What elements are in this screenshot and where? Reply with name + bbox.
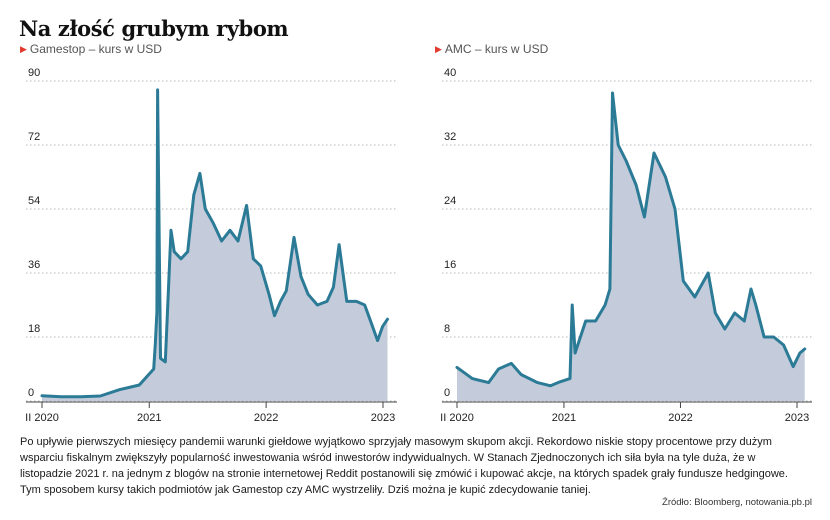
y-tick-label: 36 (28, 259, 40, 271)
price-area (42, 89, 388, 402)
gamestop-subtitle-text: Gamestop – kurs w USD (29, 42, 162, 56)
price-area (457, 93, 805, 401)
y-tick-label: 90 (28, 67, 40, 79)
gamestop-chart: 0 18 36 54 72 90 II 2020 2021 2022 2023 (25, 67, 397, 424)
triangle-marker-icon: ▶ (435, 43, 442, 54)
x-tick-label: 2021 (137, 412, 161, 424)
description-text: Po upływie pierwszych miesięcy pandemii … (20, 436, 788, 496)
amc-subtitle: ▶ AMC – kurs w USD (435, 42, 548, 56)
x-tick-label: 2023 (785, 412, 809, 424)
triangle-marker-icon: ▶ (20, 43, 27, 54)
chart-title: Na złość grubym rybom (19, 16, 289, 41)
y-tick-label: 18 (28, 323, 40, 335)
price-line (40, 88, 389, 399)
amc-chart: 0 8 16 24 32 40 II 2020 2021 2022 2023 (440, 67, 812, 424)
gamestop-subtitle: ▶ Gamestop – kurs w USD (20, 42, 162, 56)
y-tick-label: 72 (28, 131, 40, 143)
y-tick-label: 0 (28, 387, 34, 399)
y-tick-label: 0 (444, 387, 450, 399)
x-tick-label: II 2020 (25, 412, 59, 424)
y-tick-label: 40 (444, 67, 456, 79)
y-tick-label: 16 (444, 259, 456, 271)
source-note: Źródło: Bloomberg, notowania.pb.pl (662, 497, 812, 508)
y-tick-label: 54 (28, 195, 40, 207)
x-tick-label: 2022 (254, 412, 278, 424)
x-tick-label: 2021 (552, 412, 576, 424)
y-tick-label: 8 (444, 323, 450, 335)
y-tick-label: 32 (444, 131, 456, 143)
x-tick-label: II 2020 (440, 412, 474, 424)
y-tick-label: 24 (444, 195, 456, 207)
amc-subtitle-text: AMC – kurs w USD (444, 42, 549, 56)
x-tick-label: 2023 (371, 412, 395, 424)
price-line (455, 91, 807, 388)
x-tick-label: 2022 (668, 412, 692, 424)
